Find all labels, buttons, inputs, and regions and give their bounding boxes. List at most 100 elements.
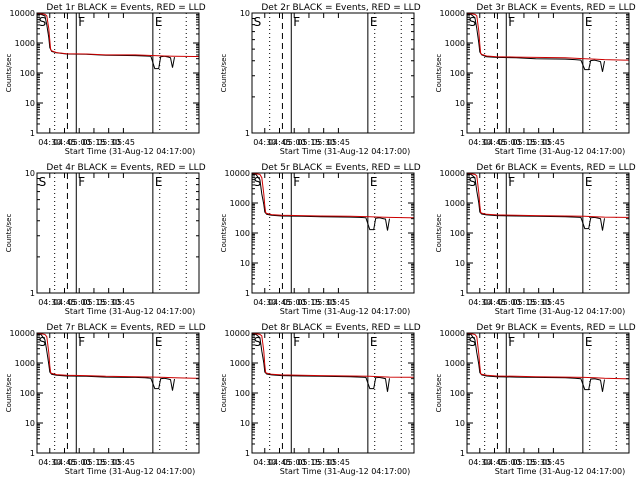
y-tick-label: 100 bbox=[235, 229, 250, 238]
panel-title: Det 5r BLACK = Events, RED = LLD bbox=[261, 163, 420, 173]
x-tick-label: 04:30 bbox=[468, 138, 491, 147]
marker-label-f: F bbox=[293, 335, 300, 349]
lld-series-line bbox=[467, 333, 629, 380]
y-axis-label: Counts/sec bbox=[5, 214, 13, 253]
x-tick-label: 05:45 bbox=[542, 298, 565, 307]
x-axis-label: Start Time (31-Aug-12 04:17:00) bbox=[280, 467, 411, 476]
y-tick-label: 100 bbox=[450, 69, 465, 78]
y-tick-label: 10 bbox=[455, 259, 465, 268]
plot-frame bbox=[36, 12, 200, 134]
panel-title: Det 2r BLACK = Events, RED = LLD bbox=[261, 3, 420, 13]
y-tick-label: 1000 bbox=[230, 359, 250, 368]
x-axis-label: Start Time (31-Aug-12 04:17:00) bbox=[495, 467, 626, 476]
y-tick-label: 1 bbox=[245, 129, 250, 138]
detector-panel-3: Det 3r BLACK = Events, RED = LLD S F E 1 10 10… bbox=[435, 3, 636, 156]
x-axis-label: Start Time (31-Aug-12 04:17:00) bbox=[495, 147, 626, 156]
panel-title: Det 8r BLACK = Events, RED = LLD bbox=[261, 323, 420, 333]
y-tick-label: 1000 bbox=[445, 39, 465, 48]
y-tick-label: 100 bbox=[20, 69, 35, 78]
x-tick-label: 04:30 bbox=[38, 298, 61, 307]
x-tick-label: 04:45 bbox=[268, 138, 291, 147]
marker-label-s: S bbox=[469, 335, 477, 349]
x-axis-label: Start Time (31-Aug-12 04:17:00) bbox=[280, 307, 411, 316]
marker-label-e: E bbox=[585, 15, 593, 29]
panel-title: Det 7r BLACK = Events, RED = LLD bbox=[46, 323, 205, 333]
events-series-line bbox=[467, 173, 605, 231]
x-tick-label: 05:30 bbox=[527, 298, 550, 307]
x-tick-label: 05:45 bbox=[327, 298, 350, 307]
x-tick-label: 05:00 bbox=[68, 298, 91, 307]
y-tick-label: 10000 bbox=[440, 329, 465, 338]
x-axis-label: Start Time (31-Aug-12 04:17:00) bbox=[65, 307, 196, 316]
detector-panel-6: Det 6r BLACK = Events, RED = LLD S F E 1 10 10… bbox=[435, 163, 636, 316]
marker-label-e: E bbox=[370, 175, 378, 189]
marker-label-s: S bbox=[469, 175, 477, 189]
marker-label-s: S bbox=[254, 15, 262, 29]
x-tick-label: 05:30 bbox=[527, 458, 550, 467]
detector-panel-9: Det 9r BLACK = Events, RED = LLD S F E 1 10 10… bbox=[435, 323, 636, 476]
marker-label-e: E bbox=[370, 15, 378, 29]
y-tick-label: 10000 bbox=[440, 9, 465, 18]
marker-label-f: F bbox=[78, 335, 85, 349]
x-tick-label: 04:30 bbox=[468, 458, 491, 467]
x-tick-label: 05:00 bbox=[498, 138, 521, 147]
marker-label-e: E bbox=[155, 175, 163, 189]
y-tick-label: 1 bbox=[460, 129, 465, 138]
lld-series-line bbox=[467, 173, 629, 218]
panel-title: Det 9r BLACK = Events, RED = LLD bbox=[476, 323, 635, 333]
y-tick-label: 10000 bbox=[225, 329, 250, 338]
x-axis-label: Start Time (31-Aug-12 04:17:00) bbox=[65, 467, 196, 476]
x-tick-label: 05:15 bbox=[512, 138, 535, 147]
y-tick-label: 1000 bbox=[15, 39, 35, 48]
detector-panel-4: Det 4r BLACK = Events, RED = LLD S F E 1 10 04… bbox=[5, 163, 206, 316]
plot-frame bbox=[36, 172, 200, 294]
x-tick-label: 05:45 bbox=[112, 138, 135, 147]
events-series-line bbox=[252, 333, 390, 392]
y-tick-label: 100 bbox=[450, 389, 465, 398]
y-tick-label: 1 bbox=[245, 449, 250, 458]
y-tick-label: 10 bbox=[455, 419, 465, 428]
y-axis-label: Counts/sec bbox=[435, 374, 443, 413]
x-tick-label: 05:15 bbox=[512, 458, 535, 467]
marker-label-f: F bbox=[508, 15, 515, 29]
panel-title: Det 1r BLACK = Events, RED = LLD bbox=[46, 3, 205, 13]
y-axis-label: Counts/sec bbox=[220, 374, 228, 413]
x-tick-label: 04:45 bbox=[483, 458, 506, 467]
marker-label-f: F bbox=[78, 175, 85, 189]
x-tick-label: 05:00 bbox=[498, 458, 521, 467]
y-tick-label: 1000 bbox=[15, 359, 35, 368]
x-tick-label: 05:00 bbox=[68, 458, 91, 467]
y-axis-label: Counts/sec bbox=[220, 54, 228, 93]
x-tick-label: 05:45 bbox=[542, 458, 565, 467]
x-tick-label: 04:45 bbox=[53, 458, 76, 467]
x-tick-label: 04:30 bbox=[253, 458, 276, 467]
x-tick-label: 05:00 bbox=[498, 298, 521, 307]
marker-label-f: F bbox=[293, 15, 300, 29]
x-tick-label: 05:30 bbox=[97, 458, 120, 467]
y-tick-label: 10 bbox=[455, 99, 465, 108]
events-series-line bbox=[37, 333, 175, 391]
marker-label-s: S bbox=[39, 15, 47, 29]
y-tick-label: 100 bbox=[450, 229, 465, 238]
y-tick-label: 100 bbox=[20, 389, 35, 398]
events-series-line bbox=[252, 173, 390, 231]
x-tick-label: 05:45 bbox=[327, 138, 350, 147]
marker-label-e: E bbox=[585, 175, 593, 189]
x-axis-label: Start Time (31-Aug-12 04:17:00) bbox=[495, 307, 626, 316]
y-tick-label: 10 bbox=[240, 259, 250, 268]
x-tick-label: 05:15 bbox=[82, 298, 105, 307]
x-tick-label: 04:45 bbox=[483, 298, 506, 307]
plot-frame bbox=[251, 12, 415, 134]
x-tick-label: 05:45 bbox=[112, 458, 135, 467]
events-series-line bbox=[467, 333, 605, 392]
lld-series-line bbox=[467, 13, 629, 61]
lld-series-line bbox=[37, 333, 199, 379]
panel-title: Det 6r BLACK = Events, RED = LLD bbox=[476, 163, 635, 173]
y-tick-label: 1000 bbox=[230, 199, 250, 208]
events-series-line bbox=[467, 13, 605, 72]
detector-panel-8: Det 8r BLACK = Events, RED = LLD S F E 1 10 10… bbox=[220, 323, 421, 476]
marker-label-e: E bbox=[155, 15, 163, 29]
panel-title: Det 4r BLACK = Events, RED = LLD bbox=[46, 163, 205, 173]
x-tick-label: 05:00 bbox=[283, 458, 306, 467]
